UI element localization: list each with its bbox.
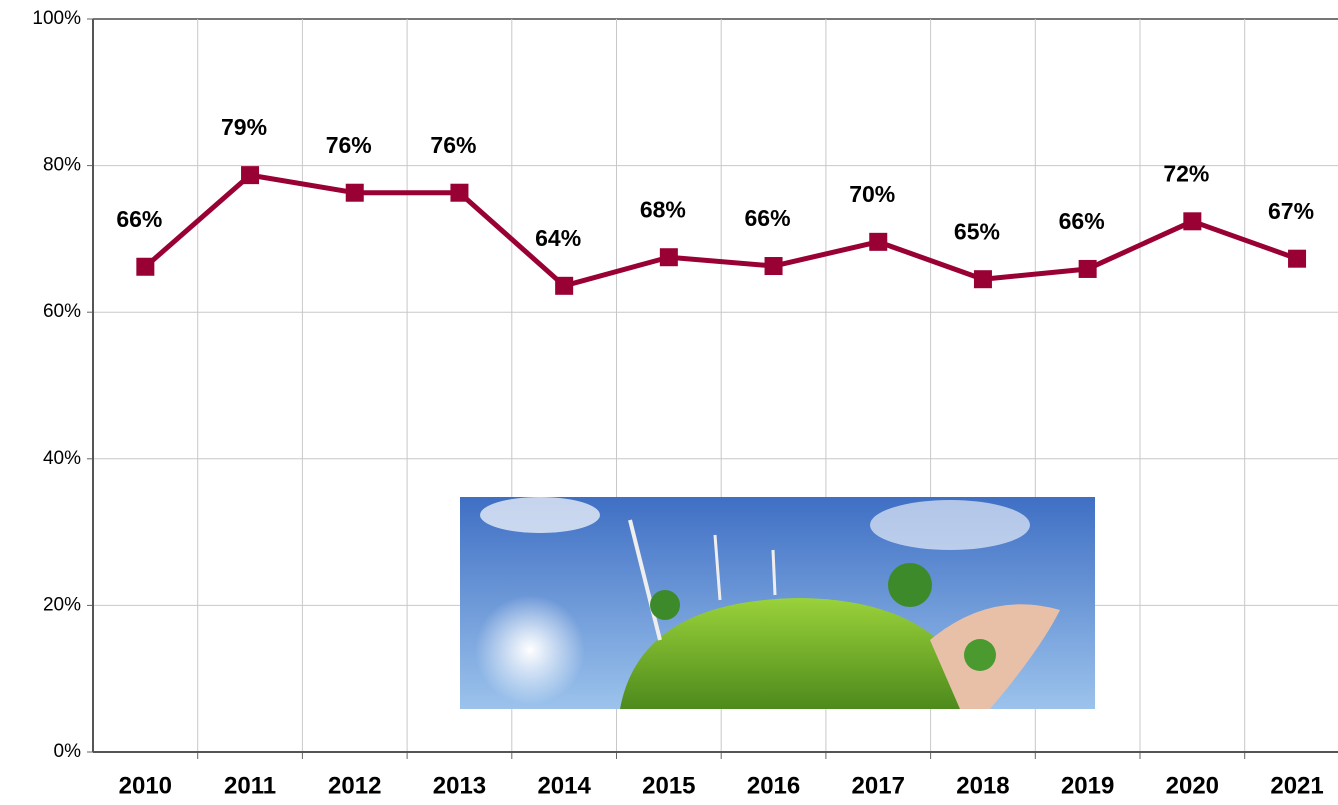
marker <box>1078 259 1097 278</box>
x-tick-label: 2017 <box>852 772 905 799</box>
marker <box>345 183 364 202</box>
y-tick-label: 0% <box>54 741 82 762</box>
marker <box>555 276 574 295</box>
data-label: 68% <box>640 196 686 222</box>
data-label: 70% <box>849 181 895 207</box>
y-tick-label: 60% <box>43 301 81 322</box>
data-label: 76% <box>326 132 372 158</box>
marker <box>241 166 260 185</box>
x-tick-label: 2016 <box>747 772 800 799</box>
x-tick-label: 2012 <box>328 772 381 799</box>
marker <box>973 270 992 289</box>
y-tick-label: 40% <box>43 448 81 469</box>
data-label: 66% <box>116 206 162 232</box>
x-tick-label: 2018 <box>956 772 1009 799</box>
x-tick-label: 2010 <box>119 772 172 799</box>
data-label: 72% <box>1163 160 1209 186</box>
x-tick-label: 2011 <box>224 772 276 799</box>
y-tick-label: 80% <box>43 155 81 176</box>
data-label: 64% <box>535 225 581 251</box>
x-tick-label: 2014 <box>537 772 591 799</box>
x-tick-label: 2020 <box>1166 772 1219 799</box>
data-label: 76% <box>430 132 476 158</box>
marker <box>1288 249 1307 268</box>
y-tick-label: 100% <box>32 8 81 29</box>
y-tick-label: 20% <box>43 594 81 615</box>
x-tick-label: 2015 <box>642 772 695 799</box>
x-tick-label: 2019 <box>1061 772 1114 799</box>
x-tick-label: 2021 <box>1270 772 1323 799</box>
x-tick-label: 2013 <box>433 772 486 799</box>
marker <box>136 257 155 276</box>
series-line <box>143 172 1298 289</box>
data-label: 66% <box>1059 208 1105 234</box>
marker <box>450 183 469 202</box>
marker <box>1183 212 1202 231</box>
data-label: 67% <box>1268 198 1314 224</box>
data-label: 65% <box>954 218 1000 244</box>
data-label: 79% <box>221 114 267 140</box>
data-label: 66% <box>745 205 791 231</box>
illustration <box>460 497 1095 709</box>
marker <box>869 232 888 251</box>
marker <box>764 257 783 276</box>
marker <box>659 248 678 267</box>
